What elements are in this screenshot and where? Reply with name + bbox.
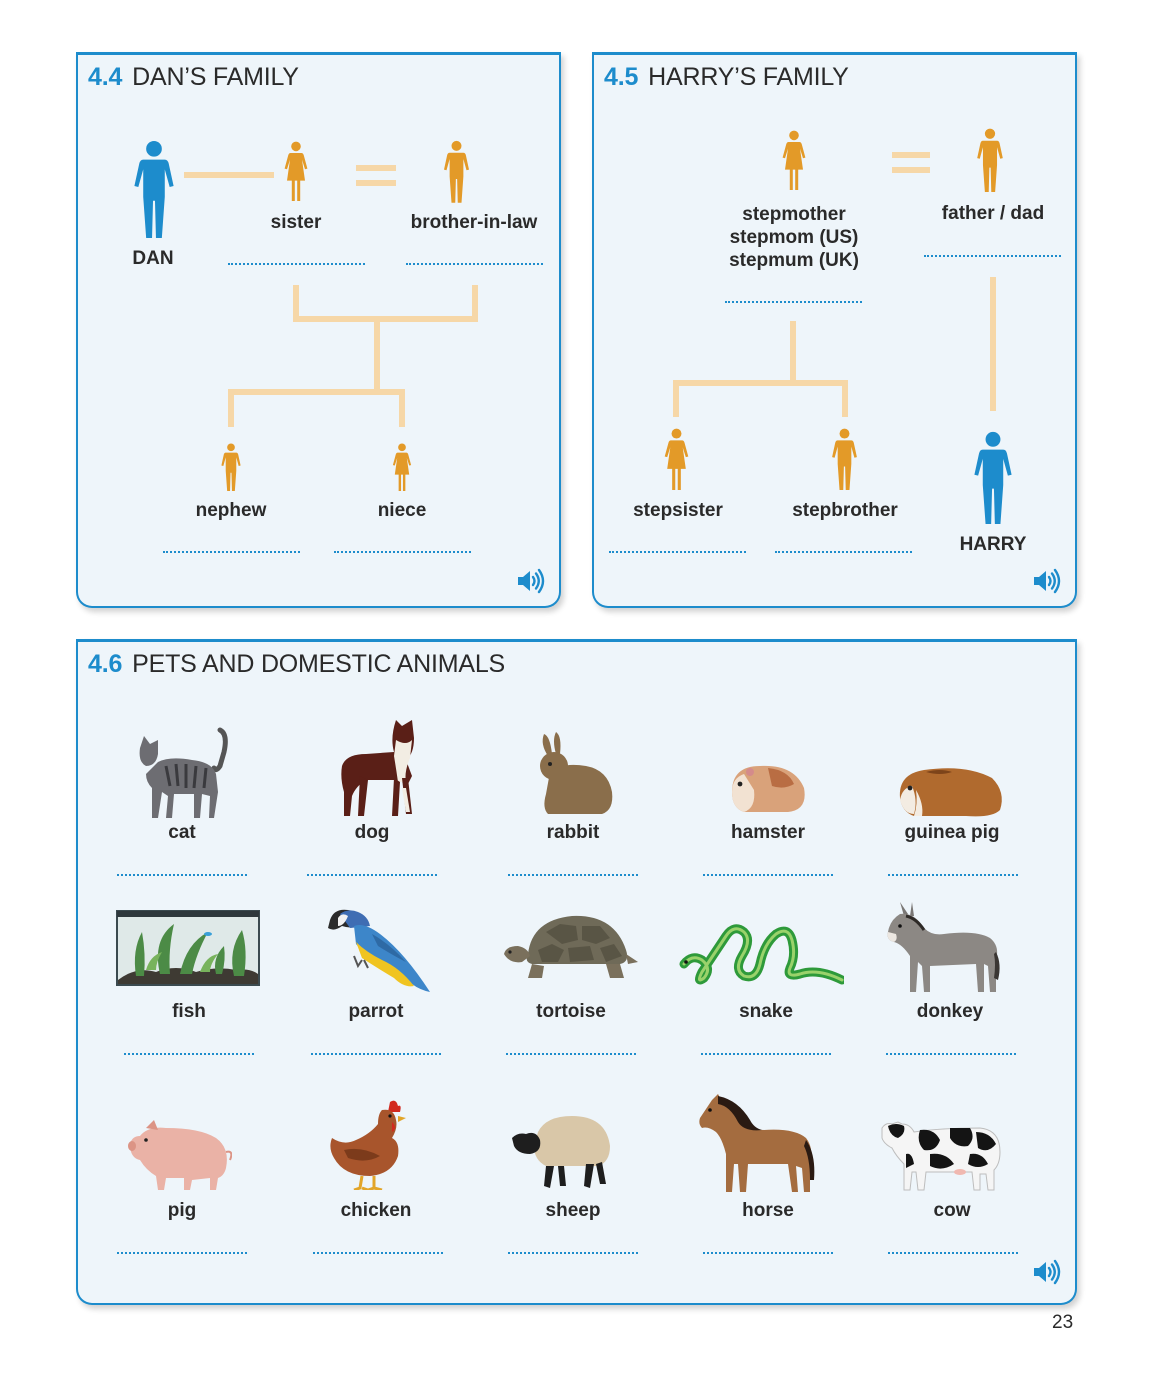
section-number: 4.4 [88,63,123,91]
answer-line-chicken[interactable] [313,1251,443,1254]
animal-label-fish: fish [172,1001,206,1022]
person-label-nephew: nephew [195,500,267,521]
family-tree-connectors [184,165,478,427]
sheep-image [512,1112,612,1192]
animal-label-dog: dog [354,822,390,843]
parrot-image [324,904,432,996]
answer-line-snake[interactable] [701,1052,831,1055]
donkey-image [884,900,1002,994]
section-heading: 4.6 PETS AND DOMESTIC ANIMALS [88,650,505,679]
family-tree-connectors [673,152,996,417]
person-label-brother-in-law: brother-in-law [410,212,538,233]
section-heading: 4.5 HARRY’S FAMILY [604,63,849,92]
animal-label-sheep: sheep [545,1200,601,1221]
animal-label-hamster: hamster [731,822,805,843]
animal-label-snake: snake [739,1001,793,1022]
answer-line-sheep[interactable] [508,1251,638,1254]
answer-line-sister[interactable] [228,262,365,265]
animal-label-cow: cow [933,1200,971,1221]
answer-line-nephew[interactable] [163,550,300,553]
snake-image [678,920,844,986]
answer-line-niece[interactable] [334,550,471,553]
answer-line-guinea-pig[interactable] [888,873,1018,876]
answer-line-stepbrother[interactable] [775,550,912,553]
section-title: PETS AND DOMESTIC ANIMALS [132,650,506,678]
animal-label-rabbit: rabbit [546,822,600,843]
person-label-harry: HARRY [959,534,1027,555]
answer-line-fish[interactable] [124,1052,254,1055]
person-icon [444,140,469,203]
person-icon [284,141,308,201]
person-icon [221,443,241,491]
rabbit-image [536,732,616,816]
animal-label-cat: cat [168,822,196,843]
answer-line-brother-in-law[interactable] [406,262,543,265]
speaker-icon[interactable] [1032,1259,1062,1285]
animal-label-guinea-pig: guinea pig [904,822,1000,843]
animal-label-tortoise: tortoise [536,1001,606,1022]
answer-line-parrot[interactable] [311,1052,441,1055]
page-number: 23 [1052,1312,1074,1333]
person-label-sister: sister [270,212,322,233]
person-label-stepsister: stepsister [633,500,723,521]
answer-line-stepmother[interactable] [725,300,862,303]
answer-line-dog[interactable] [307,873,437,876]
animal-label-chicken: chicken [340,1200,412,1221]
person-label-dan: DAN [132,248,174,269]
animal-label-horse: horse [742,1200,794,1221]
tortoise-image [502,910,640,982]
dog-image [336,716,418,820]
guinea-pig-image [896,764,1006,818]
section-heading: 4.4 DAN’S FAMILY [88,63,299,92]
person-icon [134,140,174,238]
person-icon [782,130,806,190]
cow-image [880,1114,1004,1192]
person-label-stepbrother: stepbrother [792,500,898,521]
section-title: HARRY’S FAMILY [648,63,849,91]
pets-panel: 4.6 PETS AND DOMESTIC ANIMALS cat dog r [76,639,1077,1305]
section-number: 4.6 [88,650,123,678]
answer-line-father[interactable] [924,254,1061,257]
harrys-family-panel: 4.5 HARRY’S FAMILY stepmother stepmom (US… [592,52,1077,608]
horse-image [698,1094,816,1194]
pig-image [126,1116,232,1192]
hamster-image [728,762,808,814]
person-icon [392,443,412,491]
cat-image [136,722,230,822]
answer-line-tortoise[interactable] [506,1052,636,1055]
person-icon [832,428,857,490]
answer-line-hamster[interactable] [703,873,833,876]
person-icon [977,128,1003,192]
animal-label-pig: pig [167,1200,197,1221]
fish-image [116,910,260,986]
animal-label-donkey: donkey [916,1001,984,1022]
answer-line-donkey[interactable] [886,1052,1016,1055]
section-number: 4.5 [604,63,639,91]
person-label-father: father / dad [941,203,1045,224]
person-label-stepmother: stepmother stepmom (US) stepmum (UK) [729,204,859,271]
answer-line-rabbit[interactable] [508,873,638,876]
chicken-image [326,1098,406,1190]
speaker-icon[interactable] [516,568,546,594]
answer-line-stepsister[interactable] [609,550,746,553]
speaker-icon[interactable] [1032,568,1062,594]
person-icon [974,431,1012,524]
person-icon [664,428,689,490]
answer-line-cat[interactable] [117,873,247,876]
answer-line-cow[interactable] [888,1251,1018,1254]
section-title: DAN’S FAMILY [132,63,299,91]
answer-line-pig[interactable] [117,1251,247,1254]
person-label-niece: niece [377,500,427,521]
animal-label-parrot: parrot [348,1001,404,1022]
answer-line-horse[interactable] [703,1251,833,1254]
dans-family-panel: 4.4 DAN’S FAMILY DAN sister brother-in-la… [76,52,561,608]
